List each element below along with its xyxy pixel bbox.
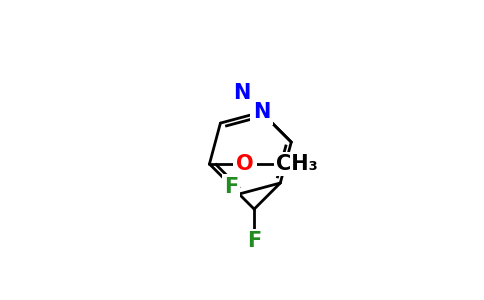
Text: N: N bbox=[233, 83, 251, 103]
Text: CH₃: CH₃ bbox=[276, 154, 318, 174]
Text: O: O bbox=[236, 154, 254, 174]
Text: F: F bbox=[224, 177, 238, 196]
Text: F: F bbox=[247, 232, 261, 251]
Text: N: N bbox=[253, 102, 270, 122]
